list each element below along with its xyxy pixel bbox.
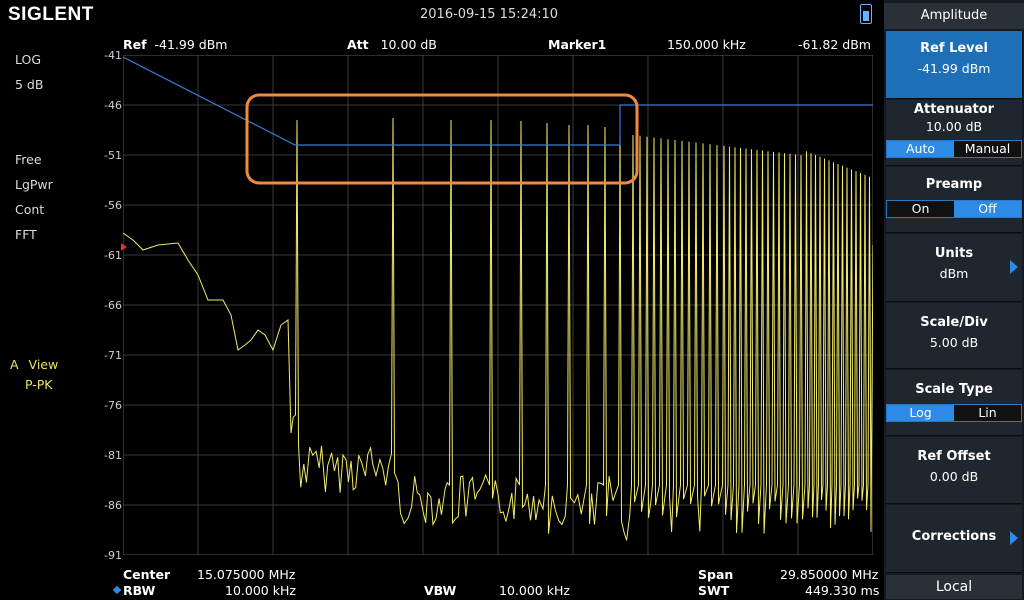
siglent-logo: SIGLENT xyxy=(8,4,94,25)
corrections-button[interactable]: Corrections xyxy=(886,505,1022,573)
ref-offset-button[interactable]: Ref Offset 0.00 dB xyxy=(886,437,1022,504)
trace-info: A View xyxy=(10,357,58,372)
attenuator-auto-option[interactable]: Auto xyxy=(887,141,954,157)
ref-label: Ref xyxy=(123,37,147,52)
att-readout: Att 10.00 dB xyxy=(347,37,437,52)
y-tick-label: -61 xyxy=(104,249,122,262)
detector-label: LgPwr xyxy=(15,177,53,192)
scale-div-label: 5 dB xyxy=(15,77,44,92)
limit-line xyxy=(123,56,873,146)
attenuator-manual-option[interactable]: Manual xyxy=(954,141,1021,157)
att-label: Att xyxy=(347,37,369,52)
att-value: 10.00 dB xyxy=(380,37,437,52)
preamp-on-option[interactable]: On xyxy=(887,201,954,217)
scale-type-label: LOG xyxy=(15,52,42,67)
units-title: Units xyxy=(934,246,974,261)
corrections-submenu-arrow-icon xyxy=(1010,531,1018,545)
y-tick-label: -56 xyxy=(104,199,122,212)
scale-type-log-option[interactable]: Log xyxy=(887,405,954,421)
preamp-off-option[interactable]: Off xyxy=(954,201,1021,217)
menu-title: Amplitude xyxy=(884,3,1024,29)
y-tick-label: -66 xyxy=(104,299,122,312)
y-tick-label: -41 xyxy=(104,49,122,62)
y-tick-label: -86 xyxy=(104,499,122,512)
scale-div-value: 5.00 dB xyxy=(929,335,979,350)
scale-type-button[interactable]: Scale Type xyxy=(886,370,1022,436)
rbw-label: RBW xyxy=(123,583,156,598)
ref-level-button[interactable]: Ref Level -41.99 dBm xyxy=(886,31,1022,99)
preamp-title: Preamp xyxy=(925,177,983,192)
y-tick-label: -91 xyxy=(104,549,122,562)
scale-div-button[interactable]: Scale/Div 5.00 dB xyxy=(886,303,1022,369)
center-value: 15.075000 MHz xyxy=(197,567,296,582)
span-value: 29.850000 MHz xyxy=(780,567,879,582)
ref-level-value: -41.99 dBm xyxy=(917,61,991,76)
trace-detector: P-PK xyxy=(25,377,53,392)
span-label: Span xyxy=(698,567,734,582)
local-button[interactable]: Local xyxy=(886,575,1022,599)
trigger-label: Free xyxy=(15,152,42,167)
scale-type-lin-option[interactable]: Lin xyxy=(954,405,1021,421)
ref-level-title: Ref Level xyxy=(920,41,988,56)
spectrum-plot[interactable] xyxy=(123,55,873,555)
trace-state: View xyxy=(28,357,59,372)
scale-div-title: Scale/Div xyxy=(920,315,988,330)
y-tick-label: -51 xyxy=(104,149,122,162)
units-button[interactable]: Units dBm xyxy=(886,234,1022,302)
ref-offset-value: 0.00 dB xyxy=(929,469,979,484)
units-submenu-arrow-icon xyxy=(1010,260,1018,274)
trace-id: A xyxy=(10,357,19,372)
spectrum-trace-line xyxy=(123,117,873,541)
marker-freq: 150.000 kHz xyxy=(667,37,746,52)
marker-arrow-icon xyxy=(121,243,127,251)
attenuator-value: 10.00 dB xyxy=(925,119,983,134)
rbw-value: 10.000 kHz xyxy=(225,583,296,598)
ref-readout: Ref -41.99 dBm xyxy=(123,37,228,52)
center-label: Center xyxy=(123,567,171,582)
marker-label: Marker1 xyxy=(548,37,607,52)
ref-offset-title: Ref Offset xyxy=(917,449,991,464)
vbw-label: VBW xyxy=(424,583,457,598)
scale-type-toggle[interactable]: Log Lin xyxy=(886,404,1022,422)
preamp-toggle[interactable]: On Off xyxy=(886,200,1022,218)
mode-label: FFT xyxy=(15,227,37,242)
ref-value: -41.99 dBm xyxy=(154,37,228,52)
usb-storage-icon xyxy=(860,4,872,24)
scale-type-title: Scale Type xyxy=(915,382,993,397)
vbw-value: 10.000 kHz xyxy=(499,583,570,598)
swt-value: 449.330 ms xyxy=(805,583,880,598)
datetime-display: 2016-09-15 15:24:10 xyxy=(420,7,559,22)
attenuator-toggle[interactable]: Auto Manual xyxy=(886,140,1022,158)
y-tick-label: -71 xyxy=(104,349,122,362)
y-tick-label: -76 xyxy=(104,399,122,412)
marker-level: -61.82 dBm xyxy=(798,37,871,52)
rbw-coupled-icon xyxy=(112,585,122,595)
plot-grid xyxy=(123,55,873,555)
corrections-title: Corrections xyxy=(911,529,997,544)
y-tick-label: -81 xyxy=(104,449,122,462)
highlight-box xyxy=(245,93,639,185)
attenuator-title: Attenuator xyxy=(913,102,995,117)
y-tick-label: -46 xyxy=(104,99,122,112)
sweep-label: Cont xyxy=(15,202,45,217)
spectrum-trace xyxy=(123,117,873,541)
units-value: dBm xyxy=(939,266,969,281)
swt-label: SWT xyxy=(698,583,730,598)
